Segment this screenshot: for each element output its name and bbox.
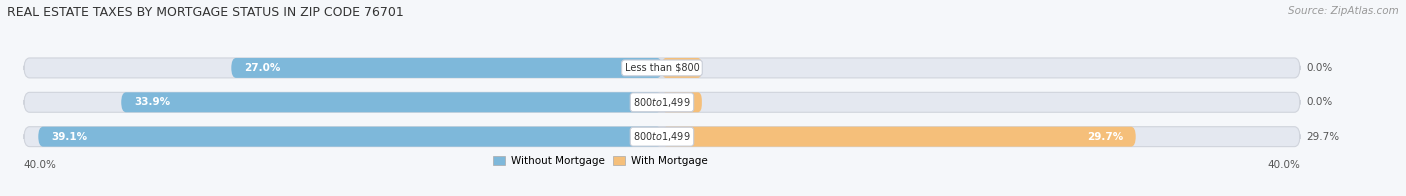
FancyBboxPatch shape	[24, 58, 1301, 78]
FancyBboxPatch shape	[662, 58, 702, 78]
FancyBboxPatch shape	[24, 127, 1301, 147]
Text: 29.7%: 29.7%	[1087, 132, 1123, 142]
Text: 33.9%: 33.9%	[134, 97, 170, 107]
Text: 0.0%: 0.0%	[1306, 63, 1333, 73]
Text: REAL ESTATE TAXES BY MORTGAGE STATUS IN ZIP CODE 76701: REAL ESTATE TAXES BY MORTGAGE STATUS IN …	[7, 6, 404, 19]
Text: $800 to $1,499: $800 to $1,499	[633, 130, 690, 143]
Legend: Without Mortgage, With Mortgage: Without Mortgage, With Mortgage	[489, 152, 711, 171]
FancyBboxPatch shape	[24, 92, 1301, 112]
Text: $800 to $1,499: $800 to $1,499	[633, 96, 690, 109]
FancyBboxPatch shape	[38, 127, 662, 147]
Text: 27.0%: 27.0%	[245, 63, 280, 73]
Text: 39.1%: 39.1%	[51, 132, 87, 142]
Text: 0.0%: 0.0%	[1306, 97, 1333, 107]
FancyBboxPatch shape	[662, 127, 1136, 147]
FancyBboxPatch shape	[232, 58, 662, 78]
Text: Source: ZipAtlas.com: Source: ZipAtlas.com	[1288, 6, 1399, 16]
FancyBboxPatch shape	[121, 92, 662, 112]
FancyBboxPatch shape	[662, 92, 702, 112]
Text: 40.0%: 40.0%	[24, 160, 56, 170]
Text: Less than $800: Less than $800	[624, 63, 699, 73]
Text: 29.7%: 29.7%	[1306, 132, 1340, 142]
Text: 40.0%: 40.0%	[1267, 160, 1301, 170]
